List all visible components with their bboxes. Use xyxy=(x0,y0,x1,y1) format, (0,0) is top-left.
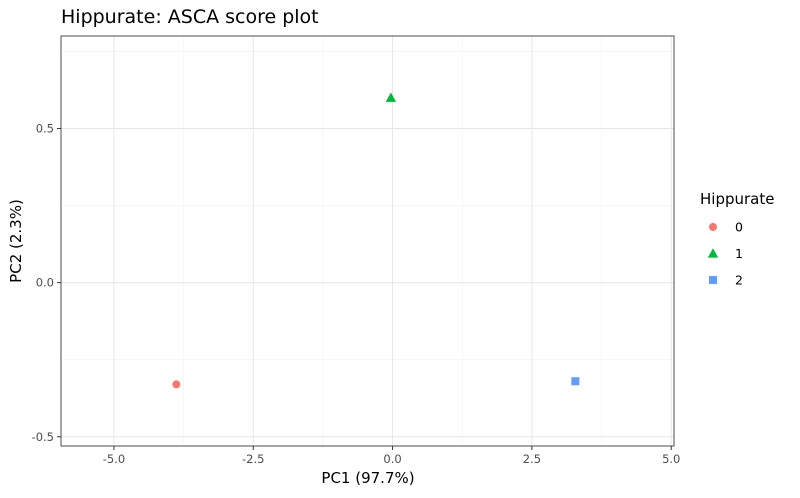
data-point-2 xyxy=(571,377,580,386)
legend: Hippurate 0 1 2 xyxy=(700,190,774,288)
x-tick-label: -5.0 xyxy=(103,452,125,466)
x-tick-label: -2.5 xyxy=(242,452,264,466)
legend-label-1: 1 xyxy=(735,246,743,261)
x-tick-label: 0.0 xyxy=(383,452,401,466)
y-axis-title: PC2 (2.3%) xyxy=(7,199,25,283)
plot-panel xyxy=(61,36,674,446)
legend-title: Hippurate xyxy=(700,190,774,208)
plot-border xyxy=(60,35,675,447)
data-point-0 xyxy=(172,380,181,389)
chart-title: Hippurate: ASCA score plot xyxy=(61,6,319,28)
data-point-1 xyxy=(385,92,397,102)
legend-label-0: 0 xyxy=(735,220,743,235)
y-tick-label: -0.5 xyxy=(32,430,54,444)
y-tick-label: 0.0 xyxy=(36,276,54,290)
y-tick-label: 0.5 xyxy=(36,121,54,135)
plot-area: -5.0 -2.5 0.0 2.5 5.0 -0.5 0.0 0.5 xyxy=(32,35,680,466)
legend-key-1 xyxy=(707,248,719,258)
x-axis-title: PC1 (97.7%) xyxy=(321,469,414,487)
legend-label-2: 2 xyxy=(735,273,743,288)
x-tick-label: 2.5 xyxy=(523,452,541,466)
x-tick-label: 5.0 xyxy=(662,452,680,466)
legend-key-0 xyxy=(709,223,717,231)
legend-key-2 xyxy=(709,276,717,284)
